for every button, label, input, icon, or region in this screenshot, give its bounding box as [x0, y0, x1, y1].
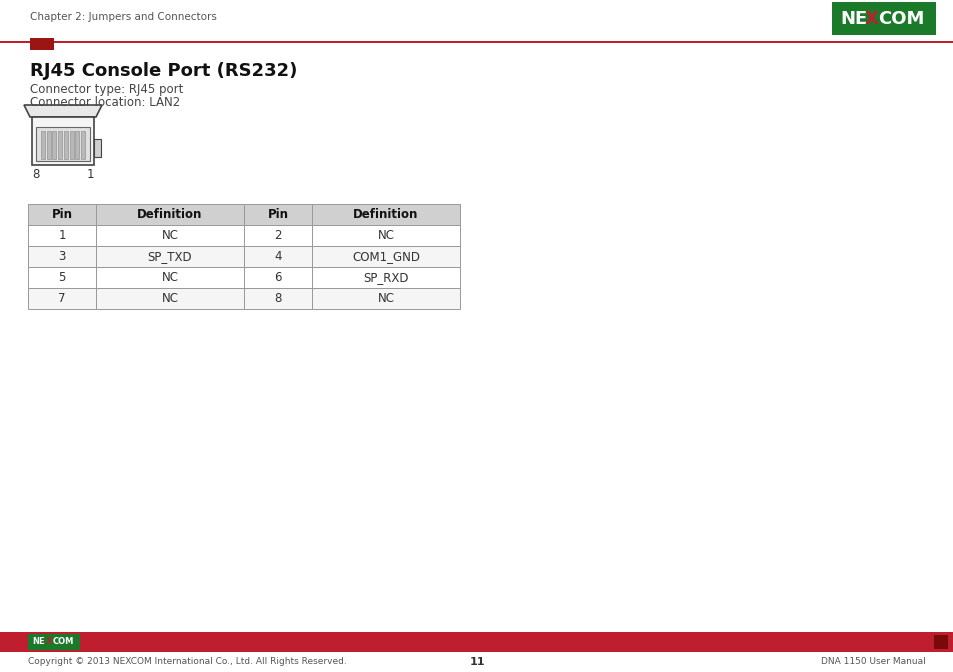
Text: Connector type: RJ45 port: Connector type: RJ45 port [30, 83, 183, 95]
Bar [0, 41, 953, 43]
Bar [30, 38, 54, 50]
Bar [96, 246, 244, 267]
Bar [312, 204, 459, 225]
Text: Connector location: LAN2: Connector location: LAN2 [30, 95, 180, 108]
Bar [32, 117, 94, 165]
Bar [28, 225, 96, 246]
Text: 7: 7 [58, 292, 66, 305]
Bar [933, 635, 947, 649]
Bar [96, 288, 244, 309]
Text: NC: NC [377, 292, 395, 305]
Bar [70, 131, 73, 159]
Bar [58, 131, 62, 159]
Text: X: X [46, 638, 52, 646]
Text: NE: NE [32, 638, 45, 646]
Bar [831, 2, 935, 35]
Text: 3: 3 [58, 250, 66, 263]
Bar [244, 288, 312, 309]
Bar [41, 131, 45, 159]
Text: COM: COM [53, 638, 74, 646]
Bar [96, 267, 244, 288]
Bar [47, 131, 51, 159]
Text: 8: 8 [274, 292, 281, 305]
Bar [312, 246, 459, 267]
Bar [244, 225, 312, 246]
Bar [244, 267, 312, 288]
Text: NC: NC [377, 229, 395, 242]
Text: 2: 2 [274, 229, 281, 242]
Text: 6: 6 [274, 271, 281, 284]
Text: Copyright © 2013 NEXCOM International Co., Ltd. All Rights Reserved.: Copyright © 2013 NEXCOM International Co… [28, 657, 346, 667]
Text: COM1_GND: COM1_GND [352, 250, 419, 263]
Bar [28, 204, 96, 225]
Text: 11: 11 [469, 657, 484, 667]
Bar [312, 288, 459, 309]
Bar [312, 267, 459, 288]
Text: Pin: Pin [51, 208, 72, 221]
Bar [312, 225, 459, 246]
Text: NC: NC [161, 229, 178, 242]
Bar [28, 634, 80, 650]
Text: Chapter 2: Jumpers and Connectors: Chapter 2: Jumpers and Connectors [30, 12, 216, 22]
Text: 1: 1 [86, 167, 93, 181]
Bar [96, 225, 244, 246]
Bar [28, 246, 96, 267]
Bar [81, 131, 85, 159]
Polygon shape [24, 105, 102, 117]
Text: Definition: Definition [137, 208, 202, 221]
Text: NE: NE [840, 9, 866, 28]
Text: RJ45 Console Port (RS232): RJ45 Console Port (RS232) [30, 62, 297, 80]
Text: 4: 4 [274, 250, 281, 263]
Bar [28, 267, 96, 288]
Bar [94, 139, 101, 157]
Text: NC: NC [161, 271, 178, 284]
Text: X: X [864, 9, 878, 28]
Text: DNA 1150 User Manual: DNA 1150 User Manual [821, 657, 925, 667]
Bar [64, 131, 68, 159]
Bar [244, 246, 312, 267]
Bar [0, 632, 953, 652]
Bar [244, 204, 312, 225]
Text: SP_TXD: SP_TXD [148, 250, 193, 263]
Text: Definition: Definition [353, 208, 418, 221]
Text: COM: COM [877, 9, 923, 28]
Text: NC: NC [161, 292, 178, 305]
Bar [75, 131, 79, 159]
Text: 8: 8 [32, 167, 40, 181]
Text: 1: 1 [58, 229, 66, 242]
Bar [28, 288, 96, 309]
Text: 5: 5 [58, 271, 66, 284]
Bar [96, 204, 244, 225]
Bar [52, 131, 56, 159]
Text: Pin: Pin [267, 208, 288, 221]
Bar [36, 127, 90, 161]
Text: SP_RXD: SP_RXD [363, 271, 408, 284]
